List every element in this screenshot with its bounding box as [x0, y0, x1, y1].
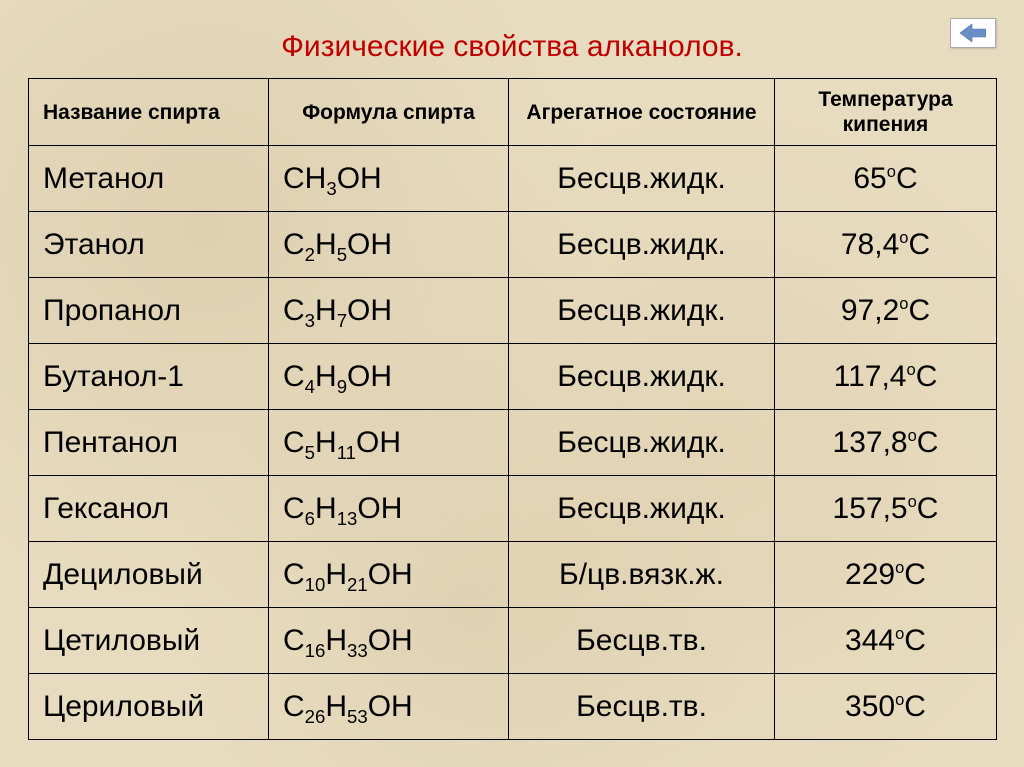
cell-name: Дециловый	[29, 542, 269, 608]
cell-temp: 78,4oC	[775, 212, 997, 278]
cell-state: Бесцв.жидк.	[509, 146, 775, 212]
cell-name: Метанол	[29, 146, 269, 212]
cell-formula: C3H7OH	[269, 278, 509, 344]
cell-formula: C16H33OH	[269, 608, 509, 674]
cell-state: Бесцв.жидк.	[509, 410, 775, 476]
cell-state: Бесцв.тв.	[509, 608, 775, 674]
table-row: ПентанолC5H11OHБесцв.жидк.137,8oC	[29, 410, 997, 476]
table-row: ПропанолC3H7OHБесцв.жидк.97,2oC	[29, 278, 997, 344]
back-arrow-icon	[960, 24, 986, 42]
cell-formula: C26H53OH	[269, 674, 509, 740]
cell-state: Бесцв.жидк.	[509, 278, 775, 344]
cell-formula: C5H11OH	[269, 410, 509, 476]
cell-name: Пропанол	[29, 278, 269, 344]
cell-state: Бесцв.жидк.	[509, 344, 775, 410]
cell-formula: C10H21OH	[269, 542, 509, 608]
cell-temp: 229oC	[775, 542, 997, 608]
col-header-state: Агрегатное состояние	[509, 79, 775, 146]
cell-state: Бесцв.тв.	[509, 674, 775, 740]
col-header-formula: Формула спирта	[269, 79, 509, 146]
table-row: ГексанолC6H13OHБесцв.жидк.157,5oC	[29, 476, 997, 542]
page-title: Физические свойства алканолов.	[0, 0, 1024, 78]
col-header-temp: Температура кипения	[775, 79, 997, 146]
table-header-row: Название спирта Формула спирта Агрегатно…	[29, 79, 997, 146]
cell-formula: C4H9OH	[269, 344, 509, 410]
table-row: ЦериловыйC26H53OHБесцв.тв.350oC	[29, 674, 997, 740]
cell-name: Пентанол	[29, 410, 269, 476]
alkanols-table: Название спирта Формула спирта Агрегатно…	[28, 78, 997, 740]
cell-name: Бутанол-1	[29, 344, 269, 410]
cell-name: Этанол	[29, 212, 269, 278]
table-body: МетанолCH3OHБесцв.жидк.65oCЭтанолC2H5OHБ…	[29, 146, 997, 740]
cell-state: Б/цв.вязк.ж.	[509, 542, 775, 608]
table-row: ДециловыйC10H21OHБ/цв.вязк.ж.229oC	[29, 542, 997, 608]
cell-temp: 137,8oC	[775, 410, 997, 476]
cell-name: Гексанол	[29, 476, 269, 542]
table-row: Бутанол-1C4H9OHБесцв.жидк.117,4oC	[29, 344, 997, 410]
cell-temp: 117,4oC	[775, 344, 997, 410]
cell-formula: C2H5OH	[269, 212, 509, 278]
back-button[interactable]	[950, 18, 996, 48]
col-header-name: Название спирта	[29, 79, 269, 146]
table-container: Название спирта Формула спирта Агрегатно…	[0, 78, 1024, 740]
cell-formula: CH3OH	[269, 146, 509, 212]
cell-name: Цетиловый	[29, 608, 269, 674]
table-row: ЦетиловыйC16H33OHБесцв.тв.344oC	[29, 608, 997, 674]
cell-temp: 65oC	[775, 146, 997, 212]
table-row: ЭтанолC2H5OHБесцв.жидк.78,4oC	[29, 212, 997, 278]
cell-temp: 350oC	[775, 674, 997, 740]
cell-temp: 97,2oC	[775, 278, 997, 344]
cell-state: Бесцв.жидк.	[509, 212, 775, 278]
cell-formula: C6H13OH	[269, 476, 509, 542]
cell-state: Бесцв.жидк.	[509, 476, 775, 542]
cell-name: Цериловый	[29, 674, 269, 740]
table-row: МетанолCH3OHБесцв.жидк.65oC	[29, 146, 997, 212]
cell-temp: 344oC	[775, 608, 997, 674]
cell-temp: 157,5oC	[775, 476, 997, 542]
